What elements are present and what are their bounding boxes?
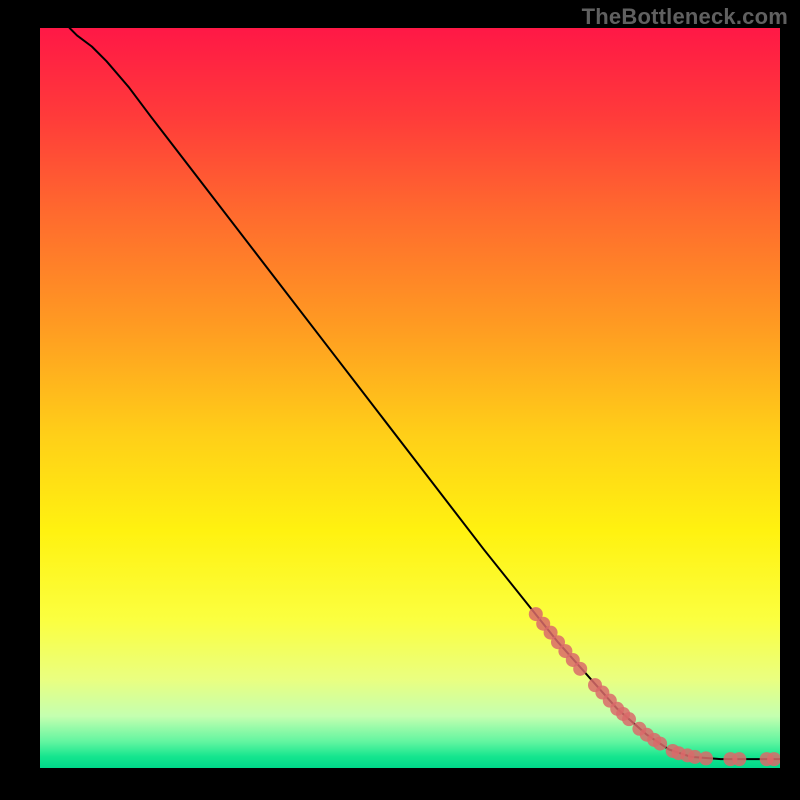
gradient-background bbox=[40, 28, 780, 768]
bottleneck-chart-svg bbox=[40, 28, 780, 768]
chart-frame: TheBottleneck.com bbox=[0, 0, 800, 800]
data-point-marker bbox=[622, 712, 636, 726]
data-point-marker bbox=[653, 737, 667, 751]
plot-area bbox=[40, 28, 780, 768]
data-point-marker bbox=[732, 752, 746, 766]
watermark-text: TheBottleneck.com bbox=[582, 4, 788, 30]
data-point-marker bbox=[699, 751, 713, 765]
data-point-marker bbox=[573, 662, 587, 676]
